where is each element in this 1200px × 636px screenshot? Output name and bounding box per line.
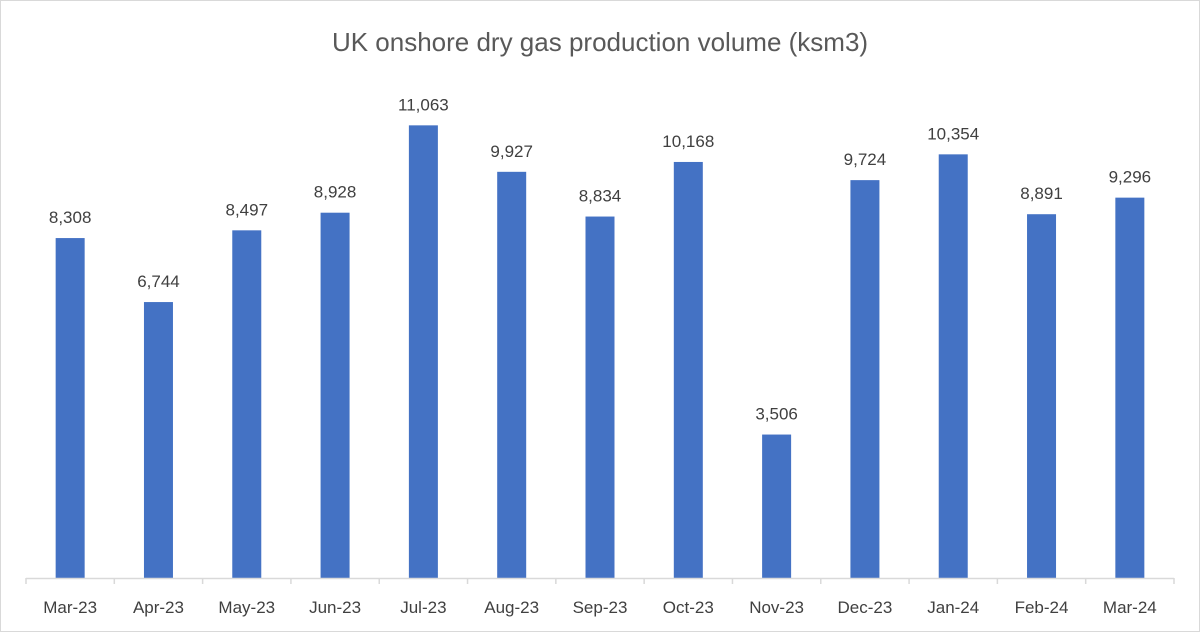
x-tick-label: Sep-23 bbox=[573, 598, 628, 617]
bar-Jan-24 bbox=[938, 154, 968, 579]
x-tick-label: Mar-24 bbox=[1103, 598, 1157, 617]
bar-Jun-23 bbox=[320, 212, 350, 579]
bar-Aug-23 bbox=[497, 171, 527, 578]
x-tick-label: Apr-23 bbox=[133, 598, 184, 617]
data-label: 8,834 bbox=[579, 187, 622, 206]
data-label: 8,497 bbox=[225, 200, 268, 219]
bars bbox=[55, 125, 1145, 579]
data-label: 9,724 bbox=[844, 150, 887, 169]
x-tick-label: Jul-23 bbox=[400, 598, 446, 617]
x-tick-label: Oct-23 bbox=[663, 598, 714, 617]
x-tick-label: Dec-23 bbox=[838, 598, 893, 617]
bar-Jul-23 bbox=[408, 125, 438, 578]
chart-title: UK onshore dry gas production volume (ks… bbox=[332, 27, 868, 57]
bar-Mar-23 bbox=[55, 238, 85, 578]
x-tick-label: May-23 bbox=[218, 598, 275, 617]
bar-Oct-23 bbox=[673, 161, 703, 578]
x-tick-label: Mar-23 bbox=[43, 598, 97, 617]
bar-May-23 bbox=[232, 230, 262, 578]
x-tick-label: Feb-24 bbox=[1015, 598, 1069, 617]
data-label: 10,168 bbox=[662, 132, 714, 151]
data-label: 6,744 bbox=[137, 272, 180, 291]
bar-Apr-23 bbox=[143, 302, 173, 578]
data-label: 8,928 bbox=[314, 183, 357, 202]
bar-Nov-23 bbox=[762, 434, 792, 578]
x-tick-label: Aug-23 bbox=[484, 598, 539, 617]
x-axis: Mar-23 Apr-23 May-23 Jun-23 Jul-23 Aug-23 Sep-… bbox=[25, 577, 1175, 617]
x-tick-label: Jun-23 bbox=[309, 598, 361, 617]
data-label: 8,891 bbox=[1020, 184, 1063, 203]
data-label: 8,308 bbox=[49, 208, 92, 227]
bar-Dec-23 bbox=[850, 180, 880, 578]
data-labels: 8,308 6,744 8,497 8,928 11,063 9,927 8,834 10,1… bbox=[49, 95, 1151, 423]
data-label: 11,063 bbox=[398, 95, 449, 114]
data-label: 9,927 bbox=[490, 142, 533, 161]
data-label: 3,506 bbox=[755, 405, 798, 424]
bar-Mar-24 bbox=[1115, 197, 1145, 578]
x-tick-label: Jan-24 bbox=[927, 598, 979, 617]
bar-Feb-24 bbox=[1027, 214, 1057, 579]
x-tick-label: Nov-23 bbox=[749, 598, 804, 617]
bar-Sep-23 bbox=[585, 216, 615, 578]
data-label: 10,354 bbox=[927, 124, 979, 143]
data-label: 9,296 bbox=[1109, 168, 1152, 187]
